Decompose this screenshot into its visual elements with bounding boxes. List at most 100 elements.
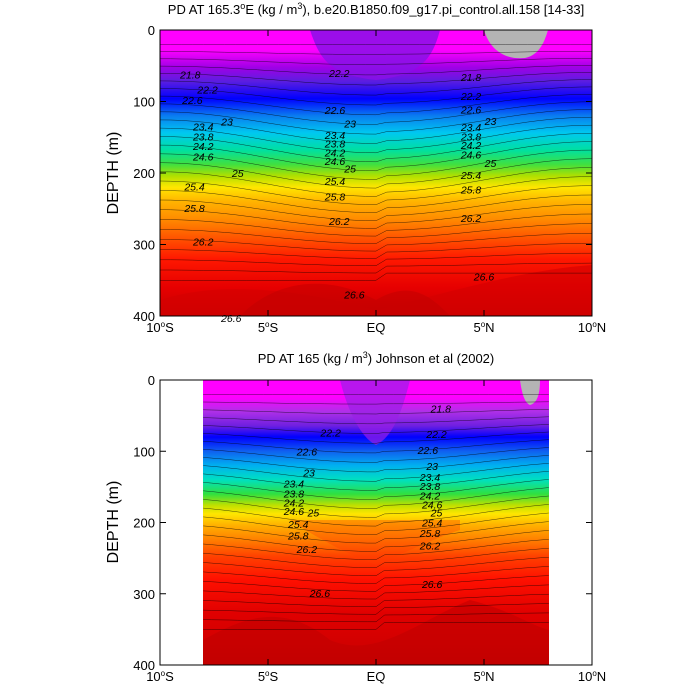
isopycnal-line xyxy=(203,439,549,454)
isopycnal-line xyxy=(203,603,549,615)
contour-label: 23.8 xyxy=(460,132,482,144)
x-tick-label: EQ xyxy=(367,320,386,335)
deep-layer xyxy=(203,600,549,665)
contour-label: 25 xyxy=(484,158,497,170)
isopycnal-line xyxy=(203,593,549,607)
isopycnal-line xyxy=(159,223,592,244)
isopycnal-line xyxy=(203,471,549,491)
contour-label: 23 xyxy=(484,116,497,128)
isopycnal-line xyxy=(159,149,593,180)
isopycnal-line xyxy=(159,109,593,135)
isopycnal-line xyxy=(203,463,549,482)
isopycnal-line xyxy=(203,539,549,560)
model-panel: PD AT 165.3oE (kg / m3), b.e20.B1850.f09… xyxy=(105,1,606,335)
isopycnal-line xyxy=(159,204,593,229)
contour-label: 25 xyxy=(307,508,320,520)
isopycnal-line xyxy=(159,167,593,197)
contour-label: 26.2 xyxy=(419,540,441,552)
isopycnal-line xyxy=(159,116,593,144)
contour-label: 22.6 xyxy=(324,105,346,117)
chart-title: PD AT 165.3oE (kg / m3), b.e20.B1850.f09… xyxy=(168,1,584,17)
contour-label: 21.8 xyxy=(179,69,201,81)
contour-label: 23.4 xyxy=(283,478,305,490)
contour-label: 26.2 xyxy=(460,213,482,225)
contour-label: 25.4 xyxy=(183,182,205,194)
axis-ticks: 10oS 5oS EQ 5oN 10oN 0 100 200 300 400 xyxy=(133,373,606,684)
isopycnal-line xyxy=(160,252,592,266)
contour-label: 25.4 xyxy=(287,519,309,531)
deep-bump xyxy=(240,283,450,316)
x-tick-label: EQ xyxy=(367,669,386,684)
contour-label: 22.6 xyxy=(417,445,439,457)
isopycnal-line xyxy=(159,86,593,106)
x-tick-label: 5oN xyxy=(473,320,494,335)
contour-label: 26.6 xyxy=(220,313,242,325)
isopycnal-line xyxy=(203,447,549,463)
isopycnal-line xyxy=(203,622,549,630)
isopycnal-line xyxy=(203,530,549,552)
y-tick-label: 0 xyxy=(148,23,155,38)
contour-label: 23.4 xyxy=(192,122,214,134)
isopycnal-line xyxy=(159,243,592,259)
isopycnal-line xyxy=(159,51,592,55)
contour-label: 25.8 xyxy=(460,184,482,196)
isopycnal-lines xyxy=(159,44,593,281)
isopycnal-line xyxy=(203,479,549,500)
x-tick-label: 10oS xyxy=(146,320,174,335)
contour-label: 24.6 xyxy=(421,500,443,512)
isopycnal-line xyxy=(159,133,593,163)
isopycnal-lines xyxy=(203,394,549,630)
contour-labels: 21.822.2 22.222.6 22.6232323.423.423.823.8… xyxy=(283,404,451,601)
contour-label: 26.6 xyxy=(343,290,365,302)
contour-label: 22.2 xyxy=(328,68,350,80)
contour-label: 25 xyxy=(343,164,356,176)
contour-label: 26.6 xyxy=(473,272,495,284)
contour-label: 26.6 xyxy=(421,579,443,591)
isopycnal-line xyxy=(160,272,592,281)
contour-label: 24.2 xyxy=(283,498,305,510)
x-tick-label: 5oS xyxy=(258,669,279,684)
isopycnal-line xyxy=(203,547,549,568)
observation-panel: PD AT 165 (kg / m3) Johnson et al (2002)… xyxy=(105,350,606,684)
isopycnal-line xyxy=(203,409,549,415)
isopycnal-line xyxy=(159,213,593,237)
isopycnal-line xyxy=(203,512,549,535)
contour-labels: 21.822.222.623.4 2323.824.224.62525.425.8… xyxy=(179,68,496,325)
contour-label: 24.2 xyxy=(324,147,346,159)
contour-label: 25.4 xyxy=(324,176,346,188)
isopycnal-line xyxy=(159,158,593,189)
contour-label: 23 xyxy=(343,119,356,131)
contour-label: 23.8 xyxy=(419,481,441,493)
isopycnal-line xyxy=(159,101,593,125)
isopycnal-line xyxy=(203,612,549,623)
x-tick-label: 5oS xyxy=(258,320,279,335)
isopycnal-line xyxy=(159,233,593,252)
isopycnal-line xyxy=(203,504,549,527)
isopycnal-line xyxy=(203,416,549,425)
isopycnal-line xyxy=(159,94,593,116)
y-tick-label: 300 xyxy=(133,587,155,602)
x-tick-label: 10oS xyxy=(146,669,174,684)
contour-label: 23 xyxy=(425,461,438,473)
isopycnal-line xyxy=(159,194,593,221)
chart-title: PD AT 165 (kg / m3) Johnson et al (2002) xyxy=(258,350,495,366)
contour-label: 22.2 xyxy=(460,91,482,103)
contour-label: 26.2 xyxy=(328,216,350,228)
thermocline-trough xyxy=(290,520,460,565)
isopycnal-line xyxy=(203,431,549,444)
contour-label: 24.2 xyxy=(192,141,214,153)
contour-label: 25.8 xyxy=(324,192,346,204)
isopycnal-line xyxy=(159,141,593,172)
contour-label: 23.4 xyxy=(324,130,346,142)
y-tick-label: 400 xyxy=(133,658,155,673)
contour-label: 24.2 xyxy=(419,490,441,502)
contour-label: 22.6 xyxy=(460,104,482,116)
contour-label: 26.6 xyxy=(309,588,331,600)
contour-label: 23.8 xyxy=(324,139,346,151)
missing-data-patch xyxy=(520,380,540,405)
contour-label: 22.2 xyxy=(319,428,341,440)
equatorial-dome xyxy=(340,380,410,445)
y-tick-label: 300 xyxy=(133,238,155,253)
isopycnal-line xyxy=(203,566,549,584)
